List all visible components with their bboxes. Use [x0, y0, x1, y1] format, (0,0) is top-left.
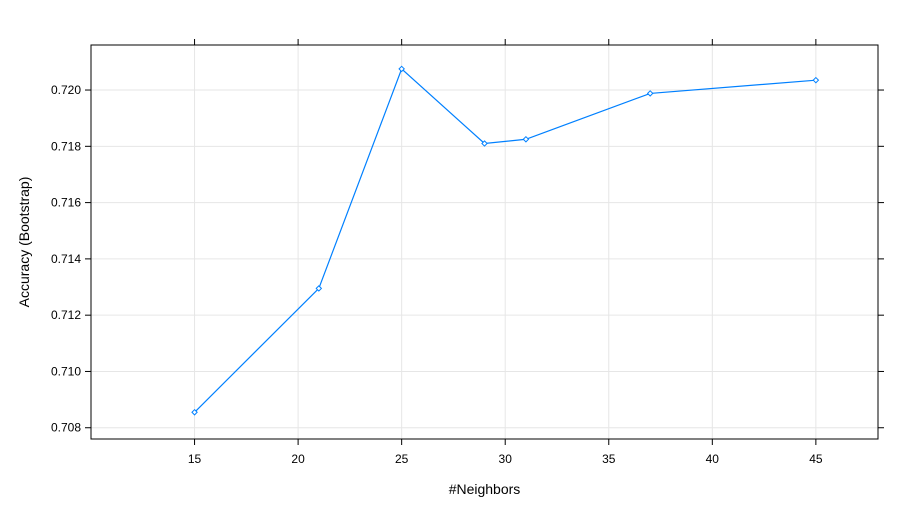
y-tick-label: 0.712 [51, 308, 81, 322]
x-tick-label: 35 [602, 452, 616, 466]
y-axis-label: Accuracy (Bootstrap) [16, 177, 32, 308]
data-point-marker [812, 76, 820, 84]
data-point-marker [191, 408, 198, 416]
y-tick-label: 0.710 [51, 364, 81, 378]
y-tick-label: 0.714 [51, 252, 81, 266]
series [191, 65, 820, 416]
data-point-marker [481, 140, 488, 147]
x-axis-label: #Neighbors [449, 481, 521, 497]
x-tick-label: 25 [395, 452, 409, 466]
x-tick-label: 30 [499, 452, 513, 466]
x-tick-label: 15 [188, 452, 202, 466]
data-point-marker [398, 65, 405, 73]
x-tick-label: 45 [809, 452, 823, 466]
x-tick-label: 20 [291, 452, 305, 466]
data-point-marker [646, 90, 654, 97]
data-point-marker [522, 135, 530, 143]
plot-frame [90, 44, 879, 440]
y-tick-label: 0.708 [51, 421, 81, 435]
y-tick-label: 0.718 [51, 139, 81, 153]
x-tick-label: 40 [706, 452, 720, 466]
data-point-marker [315, 285, 323, 292]
axis-ticks: 15 20 25 30 35 40 45 0.708 0.710 0.712 0.714 0.716 0… [51, 39, 884, 466]
y-tick-label: 0.720 [51, 83, 81, 97]
y-tick-label: 0.716 [51, 196, 81, 210]
grid [91, 45, 878, 439]
series-line-group [191, 65, 820, 416]
